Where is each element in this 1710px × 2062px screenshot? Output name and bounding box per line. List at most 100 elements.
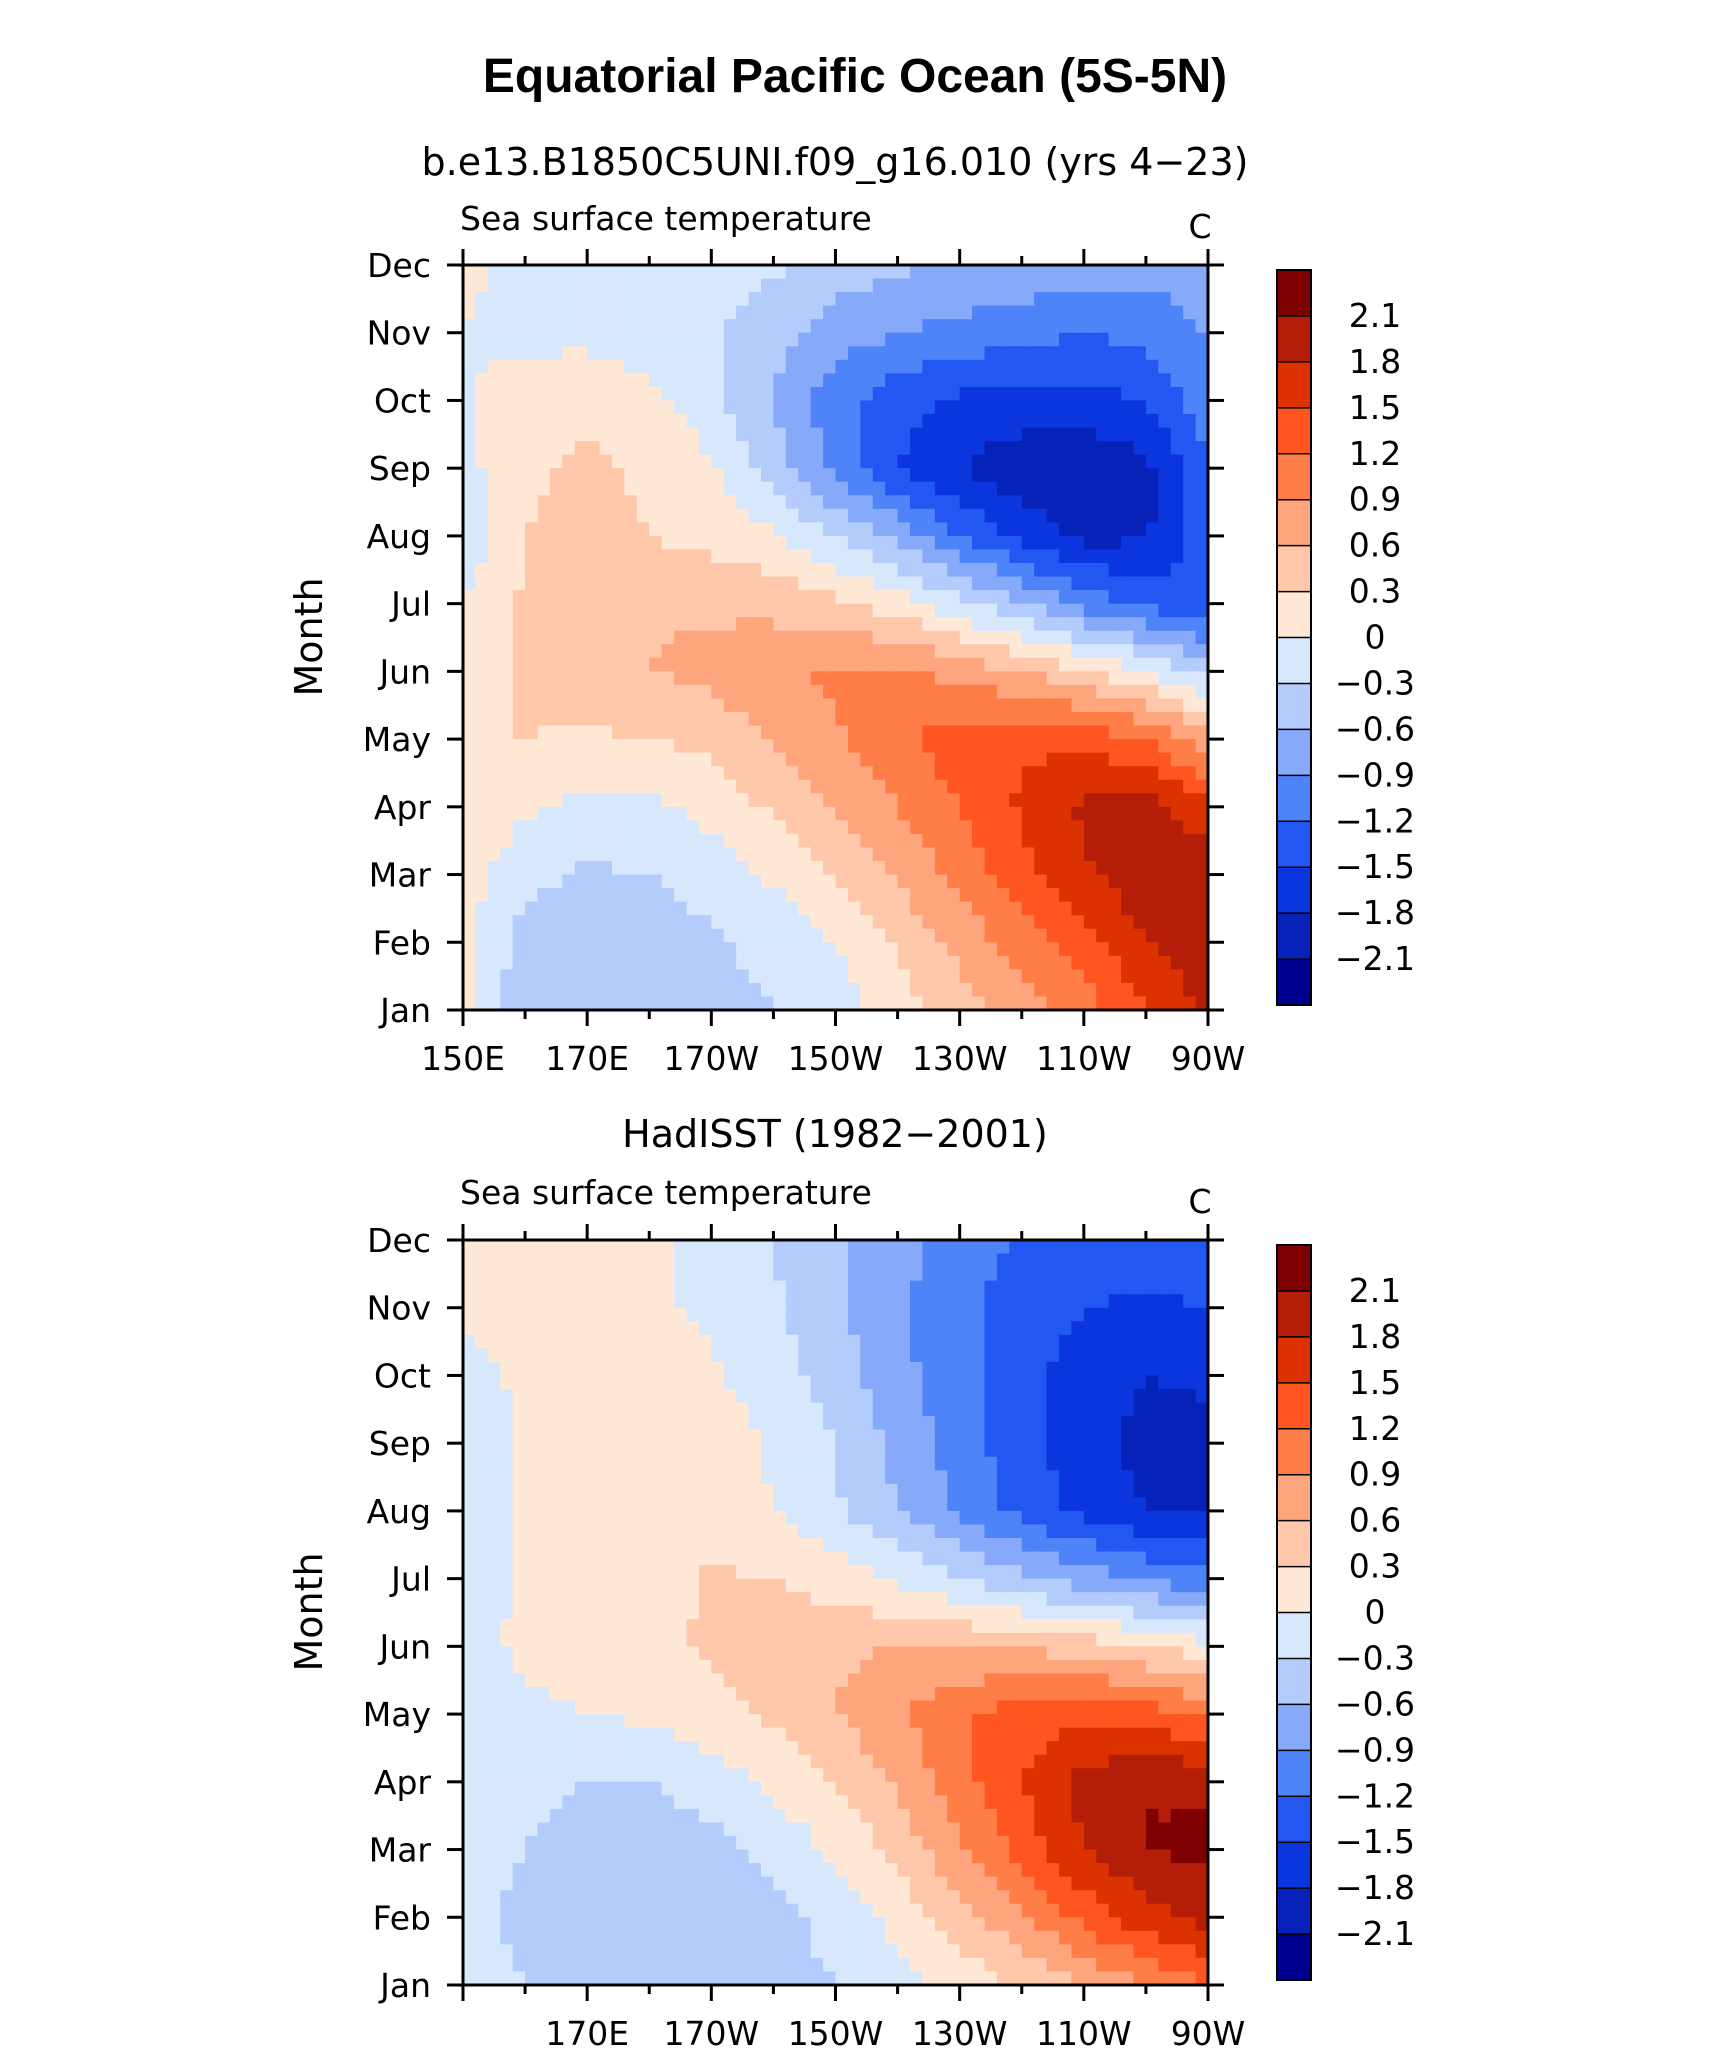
contour-cell xyxy=(1009,549,1023,564)
contour-cell xyxy=(549,1267,564,1282)
contour-cell xyxy=(674,1307,688,1323)
contour-cell xyxy=(1096,427,1110,442)
contour-cell xyxy=(1121,1524,1135,1539)
contour-cell xyxy=(1034,725,1048,740)
contour-cell xyxy=(897,1334,911,1350)
contour-cell xyxy=(1108,1443,1122,1458)
contour-cell xyxy=(1034,319,1048,334)
contour-cell xyxy=(1071,346,1085,361)
contour-cell xyxy=(487,725,502,740)
contour-cell xyxy=(1021,590,1035,605)
contour-cell xyxy=(686,1456,700,1472)
contour-cell xyxy=(562,386,576,402)
contour-cell xyxy=(1183,386,1197,402)
contour-cell xyxy=(1009,508,1023,524)
contour-cell xyxy=(910,1524,924,1539)
contour-cell xyxy=(537,1429,551,1444)
contour-cell xyxy=(1046,414,1060,429)
contour-cell xyxy=(1046,1389,1060,1404)
contour-cell xyxy=(922,1348,936,1363)
contour-cell xyxy=(823,535,837,551)
contour-cell xyxy=(475,1416,489,1431)
contour-cell xyxy=(1108,1402,1122,1417)
contour-cell xyxy=(748,1334,762,1350)
contour-cell xyxy=(1195,725,1209,740)
contour-cell xyxy=(1083,1470,1098,1485)
contour-cell xyxy=(1145,684,1160,700)
contour-cell xyxy=(587,793,601,808)
contour-cell xyxy=(1034,1483,1048,1499)
contour-cell xyxy=(562,292,576,307)
contour-cell xyxy=(1059,1429,1073,1444)
contour-cell xyxy=(835,427,849,442)
contour-cell xyxy=(748,1429,762,1444)
contour-cell xyxy=(785,1253,800,1268)
contour-cell xyxy=(549,982,564,998)
contour-cell xyxy=(1059,847,1073,862)
contour-cell xyxy=(686,712,700,727)
contour-cell xyxy=(1170,1538,1184,1553)
contour-cell xyxy=(823,373,837,388)
contour-cell xyxy=(934,603,949,618)
contour-cell xyxy=(872,1483,886,1499)
contour-cell xyxy=(1183,508,1197,524)
contour-cell xyxy=(922,386,936,402)
contour-cell xyxy=(835,305,849,320)
contour-cell xyxy=(922,590,936,605)
contour-cell xyxy=(748,1267,762,1282)
contour-cell xyxy=(922,292,936,307)
contour-cell xyxy=(823,617,837,632)
contour-cell xyxy=(785,373,800,388)
contour-cell xyxy=(847,414,862,429)
contour-cell xyxy=(947,901,961,916)
contour-cell xyxy=(487,1578,502,1593)
contour-cell xyxy=(1096,779,1110,795)
contour-cell xyxy=(1158,657,1172,673)
contour-cell xyxy=(1183,915,1197,930)
contour-cell xyxy=(823,1443,837,1458)
contour-cell xyxy=(587,806,601,822)
contour-cell xyxy=(512,996,526,1011)
contour-cell xyxy=(922,766,936,781)
contour-cell xyxy=(1096,1334,1110,1350)
contour-cell xyxy=(1170,725,1184,740)
contour-cell xyxy=(897,982,911,998)
contour-cell xyxy=(587,265,601,280)
contour-cell xyxy=(1021,332,1035,348)
contour-cell xyxy=(711,414,725,429)
contour-cell xyxy=(649,1416,663,1431)
contour-cell xyxy=(549,1280,564,1295)
contour-cell xyxy=(1046,712,1060,727)
contour-cell xyxy=(1046,1538,1060,1553)
contour-cell xyxy=(885,359,899,375)
contour-cell xyxy=(661,414,675,429)
contour-cell xyxy=(810,1334,824,1350)
contour-cell xyxy=(1108,1470,1122,1485)
contour-cell xyxy=(748,346,762,361)
contour-cell xyxy=(1133,1538,1147,1553)
contour-cell xyxy=(649,996,663,1011)
contour-cell xyxy=(599,454,613,469)
contour-cell xyxy=(798,1429,812,1444)
contour-cell xyxy=(910,982,924,998)
contour-cell xyxy=(1096,657,1110,673)
contour-cell xyxy=(574,942,588,957)
contour-cell xyxy=(1083,1361,1098,1377)
contour-cell xyxy=(1083,1240,1098,1255)
contour-cell xyxy=(835,441,849,456)
contour-cell xyxy=(847,1551,862,1566)
contour-cell xyxy=(934,888,949,903)
contour-cell xyxy=(748,847,762,862)
contour-cell xyxy=(748,319,762,334)
contour-cell xyxy=(1133,1456,1147,1472)
contour-cell xyxy=(1096,386,1110,402)
contour-cell xyxy=(1046,1565,1060,1580)
contour-cell xyxy=(847,563,862,578)
contour-cell xyxy=(1083,468,1098,483)
contour-cell xyxy=(922,522,936,537)
contour-cell xyxy=(612,644,626,659)
contour-cell xyxy=(1009,630,1023,646)
contour-cell xyxy=(1071,996,1085,1011)
contour-cell xyxy=(512,481,526,497)
contour-cell xyxy=(574,563,588,578)
